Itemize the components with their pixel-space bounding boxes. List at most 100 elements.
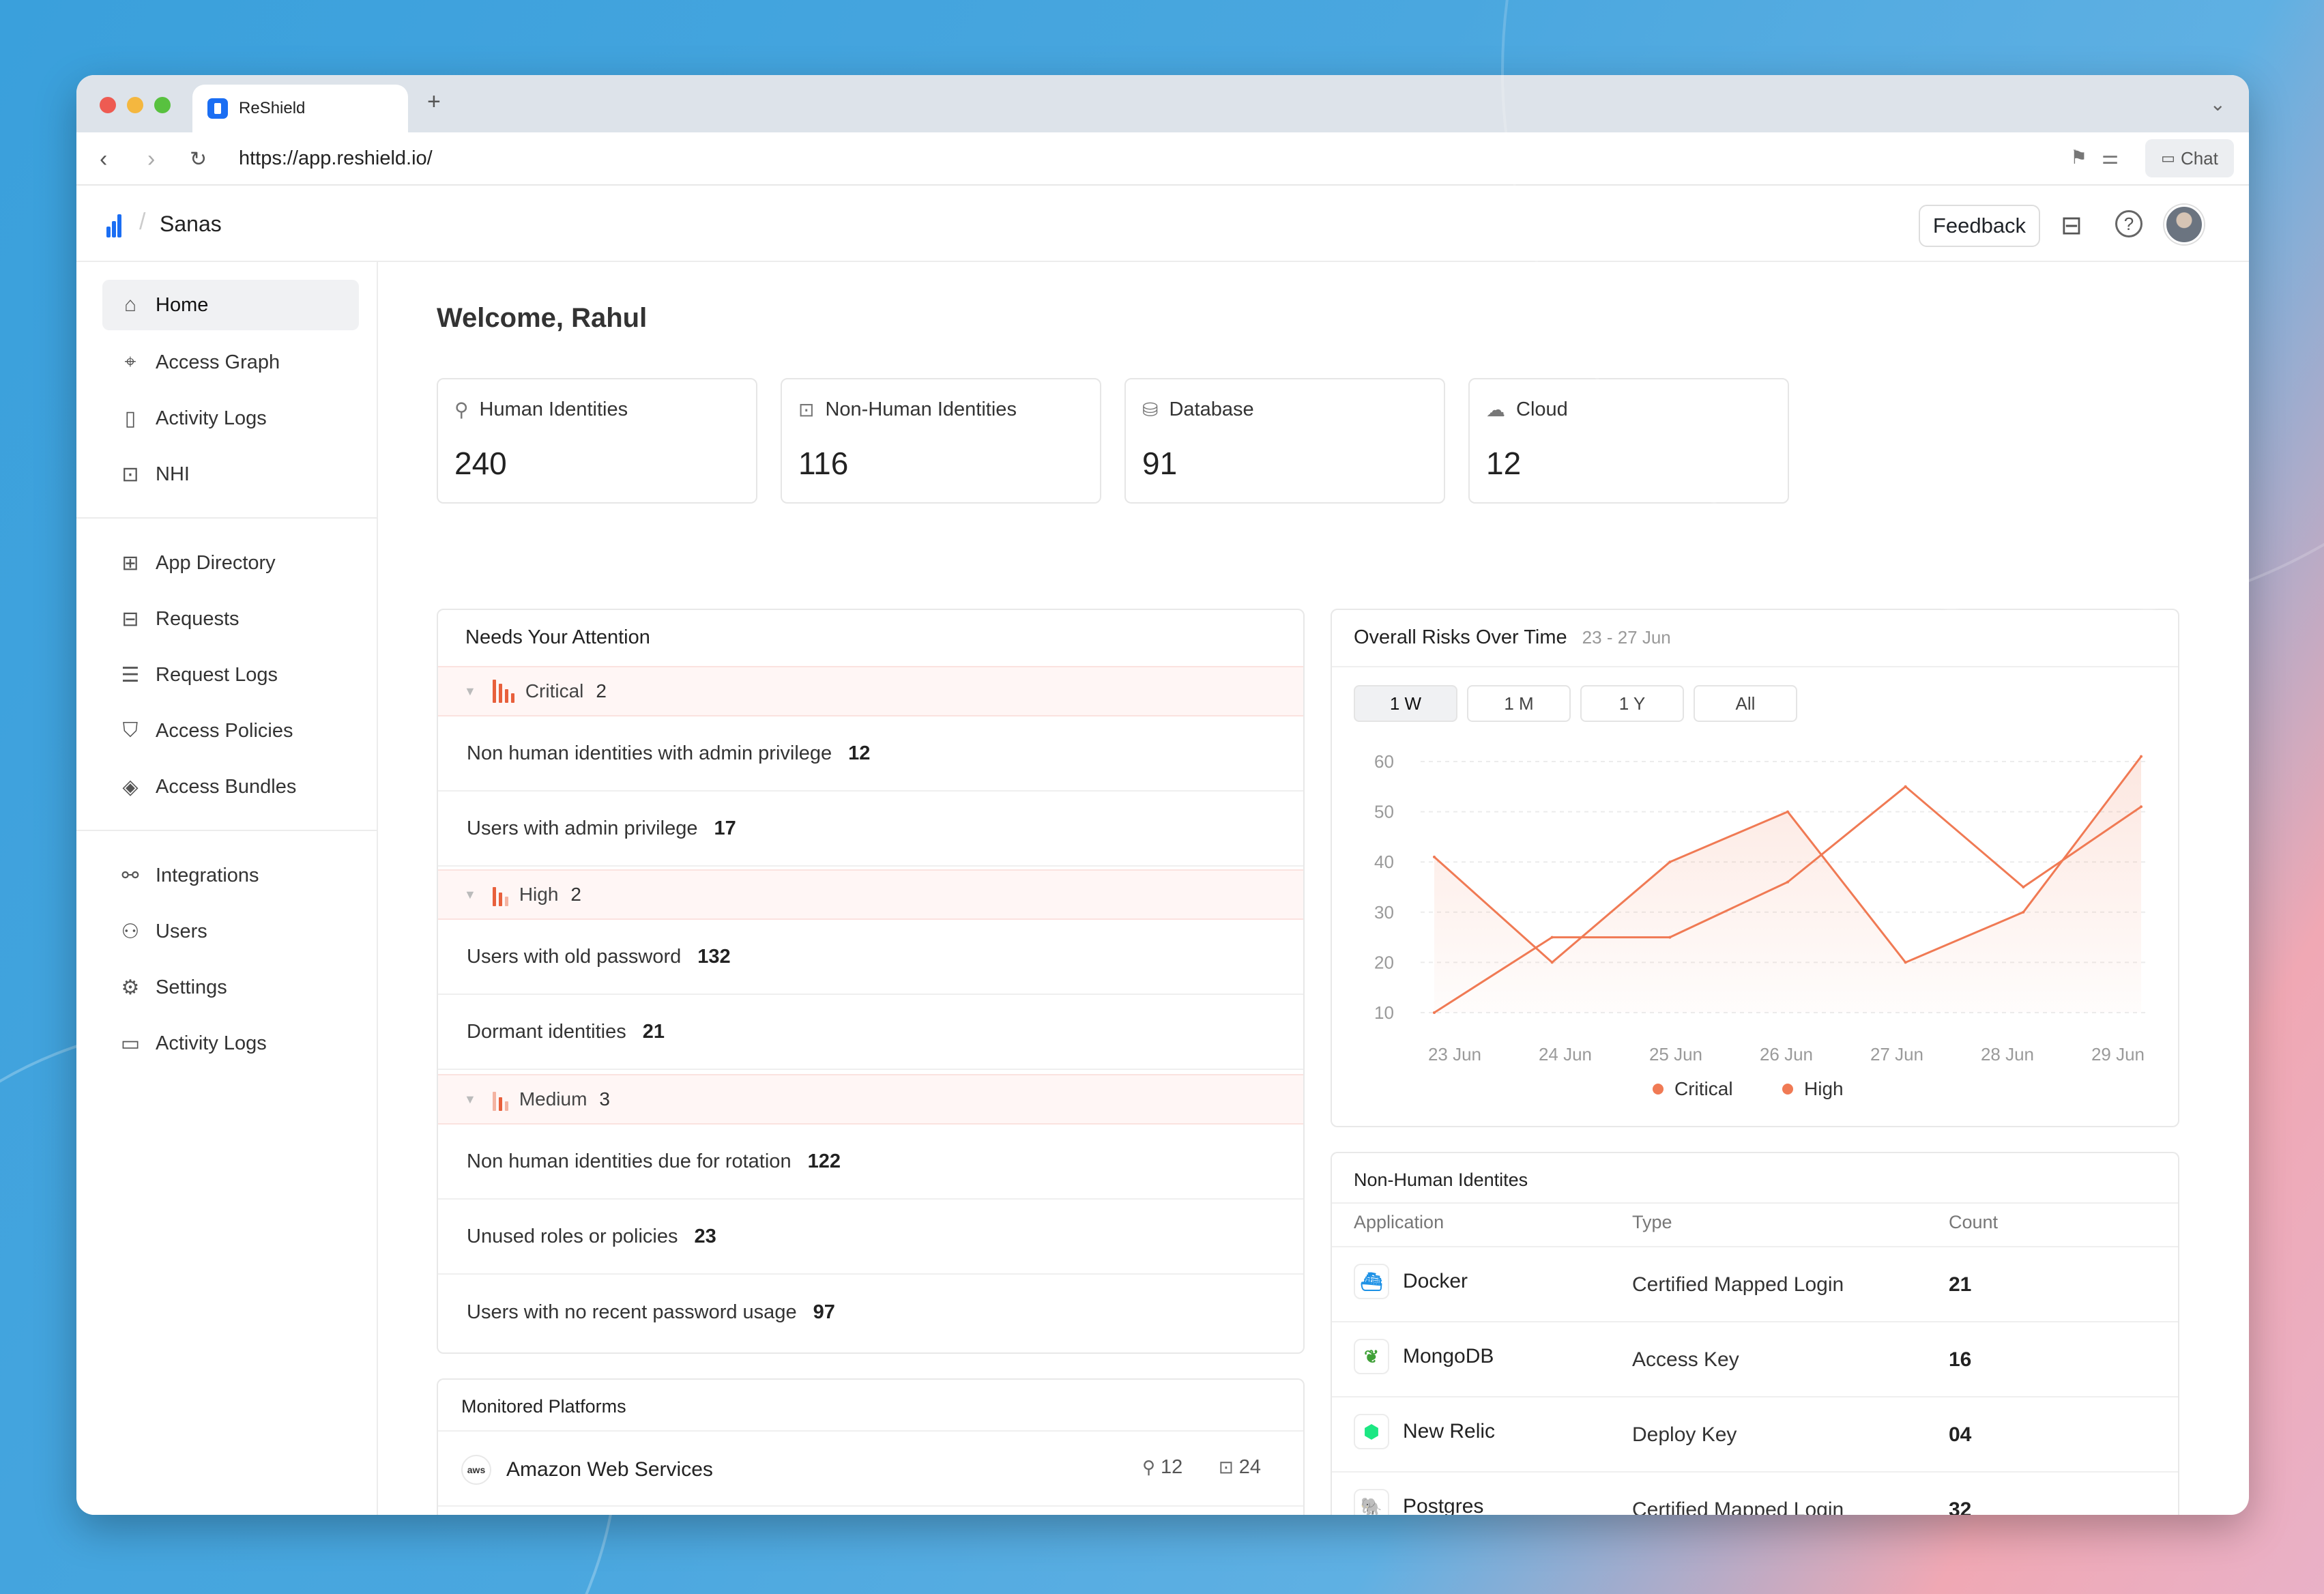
data-point-high	[2140, 805, 2143, 809]
item-label: Dormant identities	[467, 1020, 626, 1043]
data-point-critical	[2140, 755, 2143, 758]
docker-icon: ⛴	[1354, 1264, 1389, 1299]
stat-value: 91	[1142, 446, 1178, 481]
minimize-window-button[interactable]	[127, 97, 143, 113]
stat-card-non-human-identities[interactable]: ⊡ Non-Human Identities 116	[781, 378, 1101, 504]
range-button-1m[interactable]: 1 M	[1467, 685, 1571, 722]
sidebar-item-access-graph[interactable]: ⌖ Access Graph	[102, 337, 359, 388]
back-icon[interactable]: ‹	[100, 146, 108, 172]
sidebar-item-label: Access Graph	[156, 351, 280, 373]
table-row[interactable]: 🐘 Postgres Certified Mapped Login 32	[1332, 1473, 2178, 1515]
y-tick-label: 30	[1374, 902, 1394, 923]
card-title: Monitored Platforms	[461, 1396, 626, 1417]
item-count: 12	[848, 742, 871, 764]
series-area-critical	[1434, 756, 2141, 1013]
stat-value: 240	[454, 446, 507, 481]
sidebar-item-users[interactable]: ⚇ Users	[102, 906, 359, 957]
attention-item[interactable]: Non human identities due for rotation 122	[438, 1125, 1303, 1200]
risks-chart-card: Overall Risks Over Time 23 - 27 Jun 1 W …	[1331, 609, 2179, 1127]
attention-item[interactable]: Users with old password 132	[438, 920, 1303, 995]
maximize-window-button[interactable]	[154, 97, 171, 113]
identity-type: Deploy Key	[1632, 1423, 1737, 1446]
data-point-high	[1904, 785, 1907, 788]
legend-critical[interactable]: Critical	[1653, 1078, 1733, 1100]
sidebar-item-request-logs[interactable]: ☰ Request Logs	[102, 650, 359, 700]
stat-value: 116	[798, 446, 849, 481]
aws-icon: aws	[461, 1455, 491, 1485]
attention-item[interactable]: Non human identities with admin privileg…	[438, 716, 1303, 792]
identity-type: Certified Mapped Login	[1632, 1273, 1844, 1296]
inbox-icon[interactable]: ⊟	[2061, 212, 2082, 240]
sidebar-item-access-policies[interactable]: ⛉ Access Policies	[102, 706, 359, 756]
feedback-button[interactable]: Feedback	[1919, 205, 2040, 247]
stat-value: 12	[1486, 446, 1522, 481]
org-name[interactable]: Sanas	[160, 212, 222, 236]
sidebar-item-activity-logs[interactable]: ▯ Activity Logs	[102, 393, 359, 444]
data-point-critical	[2022, 910, 2025, 914]
range-button-all[interactable]: All	[1694, 685, 1797, 722]
legend-swatch	[1653, 1084, 1664, 1095]
sidebar-item-nhi[interactable]: ⊡ NHI	[102, 449, 359, 499]
attention-item[interactable]: Users with admin privilege 17	[438, 792, 1303, 867]
data-point-high	[1433, 1011, 1436, 1014]
chevron-down-icon[interactable]: ⌄	[2209, 93, 2226, 115]
severity-group-critical[interactable]: ▼ Critical 2	[438, 666, 1303, 716]
sidebar-divider	[76, 517, 378, 519]
browser-tab[interactable]: ReShield	[192, 85, 408, 132]
chat-icon: ▭	[2161, 149, 2175, 166]
chat-button[interactable]: ▭ Chat	[2145, 139, 2234, 177]
bookmark-icon[interactable]: ⚑	[2070, 147, 2088, 168]
url-field[interactable]: https://app.reshield.io/	[239, 147, 433, 169]
help-icon[interactable]: ?	[2115, 210, 2143, 237]
range-button-1y[interactable]: 1 Y	[1580, 685, 1684, 722]
severity-group-medium[interactable]: ▼ Medium 3	[438, 1074, 1303, 1125]
stat-card-cloud[interactable]: ☁ Cloud 12	[1468, 378, 1789, 504]
column-header-count: Count	[1949, 1212, 1999, 1232]
attention-item[interactable]: Unused roles or policies 23	[438, 1200, 1303, 1275]
item-label: Users with admin privilege	[467, 817, 698, 839]
box-icon: ◈	[122, 775, 139, 798]
platform-row[interactable]: aws Amazon Web Services ⚲ 12 ⊡ 24	[438, 1430, 1303, 1507]
user-icon: ⚲	[454, 399, 469, 420]
mongodb-icon: ❦	[1354, 1339, 1389, 1374]
avatar[interactable]	[2164, 205, 2204, 244]
table-row[interactable]: ⬢ New Relic Deploy Key 04	[1332, 1397, 2178, 1473]
sidebar-item-label: NHI	[156, 463, 190, 485]
reshield-logo-icon[interactable]	[106, 214, 127, 237]
sidebar-item-settings[interactable]: ⚙ Settings	[102, 962, 359, 1013]
table-row[interactable]: ❦ MongoDB Access Key 16	[1332, 1322, 2178, 1397]
sidebar-item-home[interactable]: ⌂ Home	[102, 280, 359, 330]
robot-icon: ⊡	[1219, 1457, 1234, 1477]
table-row[interactable]: ⛴ Docker Certified Mapped Login 21	[1332, 1247, 2178, 1322]
attention-item[interactable]: Users with no recent password usage 97	[438, 1275, 1303, 1350]
platform-machine-count: 24	[1238, 1456, 1262, 1478]
list-icon: ☰	[121, 663, 140, 686]
new-tab-button[interactable]: +	[427, 89, 441, 115]
sidebar-item-requests[interactable]: ⊟ Requests	[102, 594, 359, 644]
close-window-button[interactable]	[100, 97, 116, 113]
sliders-icon[interactable]: ⚌	[2102, 147, 2119, 168]
stat-card-human-identities[interactable]: ⚲ Human Identities 240	[437, 378, 757, 504]
y-tick-label: 60	[1374, 751, 1394, 772]
severity-label: Critical	[525, 680, 584, 701]
range-button-1w[interactable]: 1 W	[1354, 685, 1457, 722]
users-icon: ⚇	[121, 920, 140, 943]
app-name: Postgres	[1403, 1495, 1484, 1515]
reload-icon[interactable]: ↻	[190, 148, 207, 171]
legend-high[interactable]: High	[1782, 1078, 1844, 1100]
sidebar-item-integrations[interactable]: ⚯ Integrations	[102, 850, 359, 901]
x-tick-label: 28 Jun	[1981, 1044, 2034, 1064]
severity-group-high[interactable]: ▼ High 2	[438, 869, 1303, 920]
sidebar-item-app-directory[interactable]: ⊞ App Directory	[102, 538, 359, 588]
sidebar-item-activity-logs-2[interactable]: ▭ Activity Logs	[102, 1018, 359, 1069]
sidebar-item-label: Access Bundles	[156, 775, 297, 798]
severity-count: 3	[599, 1088, 610, 1110]
forward-icon[interactable]: ›	[147, 146, 156, 172]
sidebar-item-access-bundles[interactable]: ◈ Access Bundles	[102, 762, 359, 812]
grid-icon: ⊞	[121, 551, 139, 575]
identity-type: Certified Mapped Login	[1632, 1498, 1844, 1515]
stat-label: Human Identities	[479, 398, 628, 420]
stat-card-database[interactable]: ⛁ Database 91	[1124, 378, 1445, 504]
item-label: Unused roles or policies	[467, 1225, 678, 1247]
attention-item[interactable]: Dormant identities 21	[438, 995, 1303, 1070]
